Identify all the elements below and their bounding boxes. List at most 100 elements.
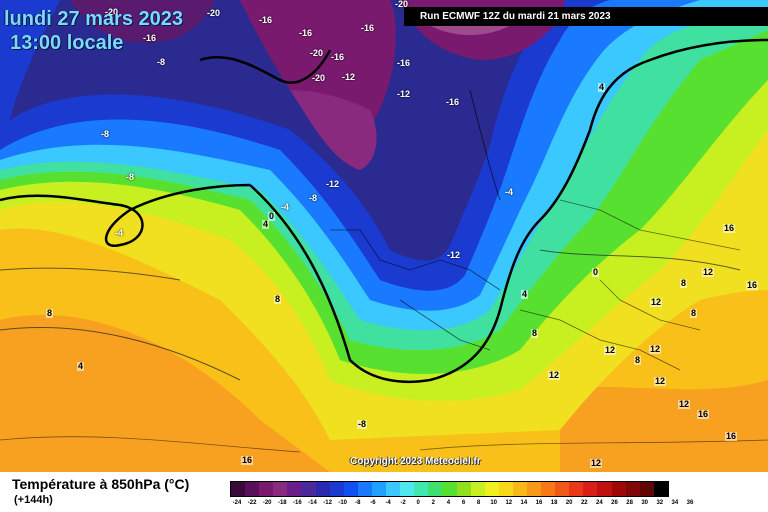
- color-scale-tick-label: 2: [431, 500, 435, 506]
- color-scale-swatch: [273, 482, 288, 496]
- color-scale-tick-label: -22: [247, 500, 257, 506]
- color-scale-tick-label: -16: [293, 500, 302, 506]
- map-canvas: [0, 0, 768, 472]
- color-scale-tick-label: -24: [232, 500, 242, 506]
- color-scale-tick-label: 32: [656, 500, 664, 506]
- contour-label: 8: [634, 355, 642, 365]
- contour-label: 12: [678, 399, 691, 409]
- color-scale-swatch: [470, 482, 485, 496]
- contour-label: -20: [207, 8, 221, 18]
- contour-label: 12: [650, 297, 663, 307]
- color-scale-swatch: [512, 482, 527, 496]
- color-scale-tick-label: 12: [505, 500, 513, 506]
- color-scale-tick-label: 28: [626, 500, 633, 506]
- model-run-banner: Run ECMWF 12Z du mardi 21 mars 2023: [404, 7, 768, 26]
- legend-title: Température à 850hPa (°C): [12, 476, 190, 492]
- contour-label: 12: [548, 370, 561, 380]
- color-scale-tick-label: -18: [277, 500, 287, 506]
- contour-label: -20: [310, 48, 324, 58]
- color-scale-tick-label: 30: [641, 500, 649, 506]
- contour-label: 16: [241, 455, 254, 465]
- contour-label: 16: [697, 409, 710, 419]
- contour-label: 4: [598, 82, 606, 92]
- color-scale-swatch: [456, 482, 471, 496]
- contour-label: -20: [105, 7, 119, 17]
- color-scale-tick-label: 0: [416, 500, 420, 506]
- temperature-map: -20 -16 -20 -16 -16 -20 -8 -16 -20 -16 -…: [0, 0, 768, 472]
- color-scale-swatch: [484, 482, 499, 496]
- forecast-time: 13:00 locale: [10, 32, 124, 54]
- contour-label: 4: [77, 361, 85, 371]
- contour-label: 0: [268, 211, 276, 221]
- color-scale-tick-label: 18: [550, 500, 558, 506]
- color-scale-tick-label: -4: [385, 500, 391, 506]
- color-scale-tick-label: -6: [370, 500, 376, 506]
- contour-label: -8: [157, 57, 166, 67]
- contour-label: 4: [262, 219, 270, 229]
- contour-label: -20: [312, 73, 326, 83]
- color-scale-tick-label: -14: [308, 500, 317, 506]
- color-scale-swatch: [400, 482, 415, 496]
- color-scale-tick-label: -12: [323, 500, 332, 506]
- contour-label: 12: [590, 458, 603, 468]
- color-scale-tick-label: 36: [686, 500, 694, 506]
- legend-bar: Température à 850hPa (°C) (+144h) -24 -22…: [0, 472, 768, 512]
- contour-label: -16: [299, 28, 313, 38]
- color-scale-swatch: [653, 482, 668, 496]
- color-scale-swatch: [541, 482, 556, 496]
- contour-label: -12: [397, 89, 411, 99]
- color-scale-swatch: [357, 482, 372, 496]
- color-scale-swatch: [231, 482, 246, 496]
- contour-label: -4: [115, 228, 124, 238]
- contour-label: 16: [725, 431, 738, 441]
- contour-label: 8: [690, 308, 698, 318]
- color-scale-swatch: [583, 482, 598, 496]
- copyright-notice: Copyright 2023 Meteociel.fr: [350, 456, 481, 467]
- color-scale: [230, 481, 669, 497]
- color-scale-swatch: [301, 482, 316, 496]
- color-scale-swatch: [245, 482, 260, 496]
- color-scale-tick-label: 8: [476, 500, 481, 506]
- contour-label: 8: [46, 308, 54, 318]
- contour-label: -12: [326, 179, 340, 189]
- contour-label: -8: [357, 419, 368, 429]
- color-scale-swatch: [639, 482, 654, 496]
- contour-label: 4: [521, 289, 529, 299]
- color-scale-tick-label: 6: [461, 500, 466, 506]
- color-scale-swatch: [569, 482, 584, 496]
- contour-label: -4: [281, 202, 290, 212]
- color-scale-swatch: [428, 482, 443, 496]
- contour-label: -16: [361, 23, 375, 33]
- color-scale-tick-label: 16: [535, 500, 543, 506]
- contour-label: 12: [604, 345, 617, 355]
- contour-label: -16: [259, 15, 273, 25]
- color-scale-swatch: [329, 482, 344, 496]
- contour-label: 0: [592, 267, 600, 277]
- contour-label: -16: [331, 52, 345, 62]
- color-scale-swatch: [597, 482, 612, 496]
- contour-label: -12: [447, 250, 461, 260]
- color-scale-tick-label: 4: [446, 500, 451, 506]
- contour-label: -8: [126, 172, 135, 182]
- color-scale-swatch: [259, 482, 274, 496]
- contour-label: 8: [531, 328, 539, 338]
- contour-label: 8: [274, 294, 282, 304]
- contour-label: -8: [309, 193, 318, 203]
- contour-label: -16: [143, 33, 157, 43]
- color-scale-tick-label: 22: [580, 500, 588, 506]
- color-scale-tick-label: 26: [611, 500, 618, 506]
- contour-label: 16: [723, 223, 736, 233]
- color-scale-tick-label: 24: [596, 500, 603, 506]
- color-scale-tick-label: 10: [490, 500, 498, 506]
- forecast-date: lundi 27 mars 2023: [4, 8, 183, 30]
- color-scale-ticks: -24 -22 -20 -18 -16 -14 -12 -10 -8 -6 -4 -2 0 2 4 6 8 10 1…: [230, 500, 700, 510]
- contour-label: 12: [654, 376, 667, 386]
- color-scale-swatch: [526, 482, 542, 496]
- color-scale-swatch: [625, 482, 640, 496]
- contour-label: 16: [746, 280, 759, 290]
- color-scale-tick-label: -20: [262, 500, 272, 506]
- contour-label: -20: [395, 0, 409, 9]
- contour-label: -16: [397, 58, 411, 68]
- contour-label: 12: [702, 267, 715, 277]
- contour-label: -4: [505, 187, 514, 197]
